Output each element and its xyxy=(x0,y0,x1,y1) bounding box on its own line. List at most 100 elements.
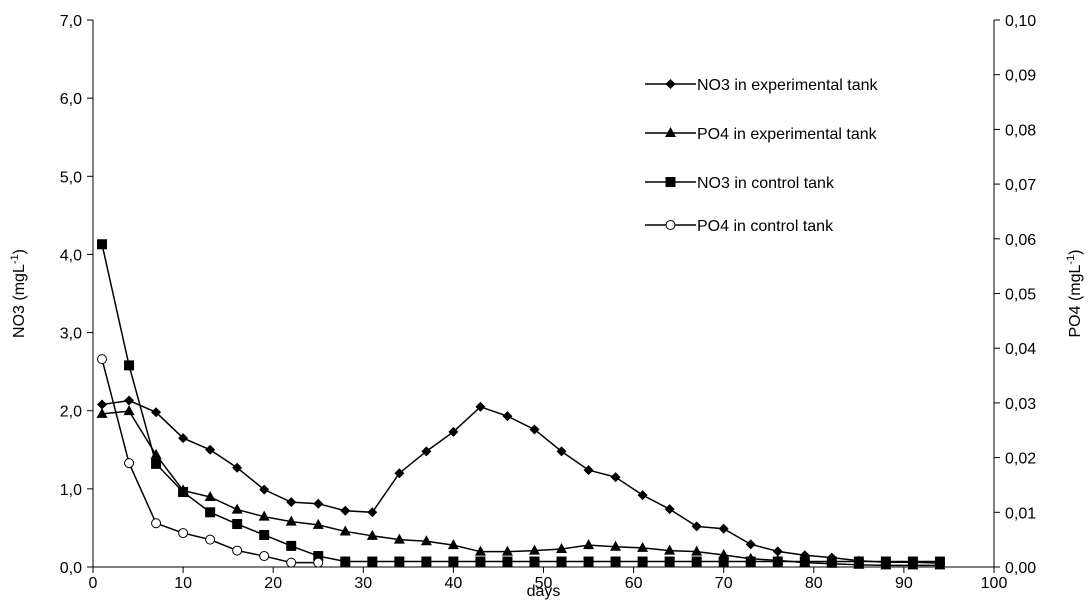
x-tick-label: 0 xyxy=(89,575,98,592)
data-point xyxy=(340,506,350,516)
x-tick-label: 60 xyxy=(625,575,643,592)
data-point xyxy=(448,557,458,567)
y-left-tick-label: 3,0 xyxy=(60,326,82,343)
y-right-tick-label: 0,06 xyxy=(1005,232,1036,249)
data-point xyxy=(124,405,135,415)
data-point xyxy=(98,355,107,364)
data-point xyxy=(719,557,729,567)
legend-marker xyxy=(666,177,676,187)
data-point xyxy=(854,557,864,567)
x-tick-label: 80 xyxy=(805,575,823,592)
x-tick-label: 10 xyxy=(174,575,192,592)
data-point xyxy=(421,535,432,545)
data-point xyxy=(502,411,512,421)
data-point xyxy=(232,519,242,529)
y-right-tick-label: 0,00 xyxy=(1005,560,1036,577)
legend-item: PO4 in control tank xyxy=(645,218,834,235)
data-point xyxy=(665,504,675,514)
series-layer xyxy=(97,239,946,569)
x-tick-label: 30 xyxy=(354,575,372,592)
legend-item: NO3 in experimental tank xyxy=(645,77,879,94)
data-point xyxy=(529,545,540,555)
series-2 xyxy=(97,239,945,566)
y-right-tick-label: 0,08 xyxy=(1005,122,1036,139)
data-point xyxy=(125,459,134,468)
data-point xyxy=(529,557,539,567)
data-point xyxy=(205,445,215,455)
y-left-tick-label: 2,0 xyxy=(60,404,82,421)
legend: NO3 in experimental tank PO4 in experimen… xyxy=(645,77,879,235)
series-line xyxy=(102,401,940,564)
axes xyxy=(87,20,1000,573)
y-right-tick-label: 0,02 xyxy=(1005,451,1036,468)
legend-label: PO4 in experimental tank xyxy=(697,126,878,143)
legend-label: PO4 in control tank xyxy=(697,218,834,235)
data-point xyxy=(502,557,512,567)
data-point xyxy=(584,465,594,475)
y-axis-left-label: NO3 (mgL-1) xyxy=(9,249,28,338)
data-point xyxy=(611,472,621,482)
data-point xyxy=(908,557,918,567)
data-point xyxy=(205,507,215,517)
data-point xyxy=(610,541,621,551)
data-point xyxy=(421,557,431,567)
data-point xyxy=(746,557,756,567)
legend-item: NO3 in control tank xyxy=(645,175,835,192)
legend-marker xyxy=(666,79,676,89)
data-point xyxy=(124,396,134,406)
data-point xyxy=(475,557,485,567)
legend-marker xyxy=(665,127,676,137)
legend-item: PO4 in experimental tank xyxy=(645,126,878,143)
data-point xyxy=(206,535,215,544)
x-tick-label: 90 xyxy=(895,575,913,592)
data-point xyxy=(287,558,296,567)
y-left-tick-label: 6,0 xyxy=(60,91,82,108)
y-left-tick-label: 0,0 xyxy=(60,560,82,577)
data-point xyxy=(827,557,837,567)
data-point xyxy=(665,557,675,567)
data-point xyxy=(394,557,404,567)
data-point xyxy=(233,546,242,555)
y-right-tick-label: 0,09 xyxy=(1005,68,1036,85)
data-point xyxy=(746,539,756,549)
series-line xyxy=(102,244,940,561)
data-point xyxy=(584,557,594,567)
y-left-tick-label: 4,0 xyxy=(60,247,82,264)
data-point xyxy=(691,546,702,556)
series-3 xyxy=(98,355,323,567)
data-point xyxy=(800,557,810,567)
data-point xyxy=(314,558,323,567)
data-point xyxy=(286,497,296,507)
y-right-tick-label: 0,01 xyxy=(1005,505,1036,522)
data-point xyxy=(97,239,107,249)
x-tick-label: 20 xyxy=(264,575,282,592)
legend-label: NO3 in experimental tank xyxy=(697,77,879,94)
data-point xyxy=(502,546,513,556)
data-point xyxy=(611,557,621,567)
data-point xyxy=(719,524,729,534)
data-point xyxy=(935,557,945,567)
data-point xyxy=(259,530,269,540)
data-point xyxy=(286,541,296,551)
data-point xyxy=(152,519,161,528)
y-right-tick-label: 0,10 xyxy=(1005,13,1036,30)
data-point xyxy=(692,521,702,531)
y-right-tick-label: 0,05 xyxy=(1005,287,1036,304)
data-point xyxy=(313,499,323,509)
data-point xyxy=(124,360,134,370)
x-tick-label: 70 xyxy=(715,575,733,592)
legend-label: NO3 in control tank xyxy=(697,175,835,192)
legend-marker xyxy=(666,221,675,230)
y-axis-right-label: PO4 (mgL-1) xyxy=(1065,249,1084,337)
y-right-tick-label: 0,04 xyxy=(1005,341,1036,358)
y-left-tick-label: 1,0 xyxy=(60,482,82,499)
series-line xyxy=(102,359,318,562)
data-point xyxy=(367,557,377,567)
data-point xyxy=(881,557,891,567)
data-point xyxy=(692,557,702,567)
x-tick-label: 100 xyxy=(981,575,1008,592)
y-left-tick-label: 5,0 xyxy=(60,169,82,186)
y-right-tick-label: 0,07 xyxy=(1005,177,1036,194)
series-line xyxy=(102,411,940,565)
